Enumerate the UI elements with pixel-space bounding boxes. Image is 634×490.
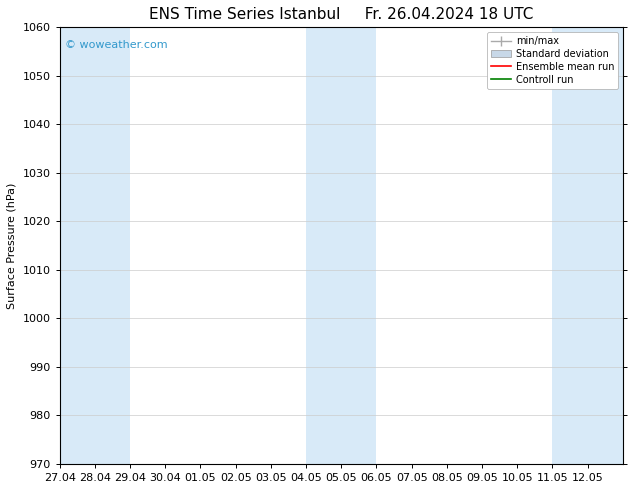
Bar: [60, 27, 130, 464]
Bar: [552, 27, 623, 464]
Bar: [306, 27, 377, 464]
Text: © woweather.com: © woweather.com: [65, 40, 168, 50]
Legend: min/max, Standard deviation, Ensemble mean run, Controll run: min/max, Standard deviation, Ensemble me…: [488, 32, 618, 89]
Y-axis label: Surface Pressure (hPa): Surface Pressure (hPa): [7, 182, 17, 309]
Title: ENS Time Series Istanbul     Fr. 26.04.2024 18 UTC: ENS Time Series Istanbul Fr. 26.04.2024 …: [149, 7, 533, 22]
